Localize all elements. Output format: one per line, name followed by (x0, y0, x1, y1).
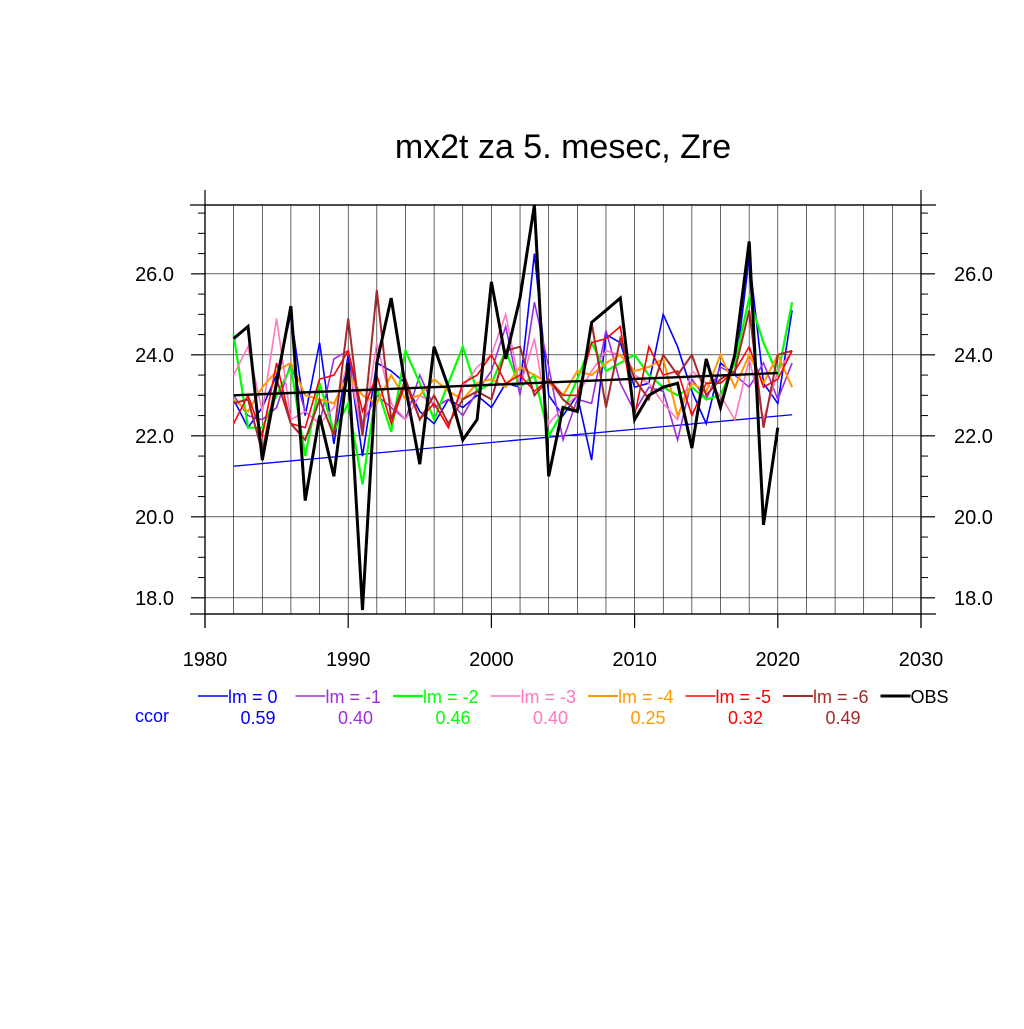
y-tick-label-right: 22.0 (954, 426, 993, 448)
legend-label-7: OBS (911, 687, 949, 707)
x-tick-label: 2000 (469, 649, 514, 671)
series-line-6 (233, 289, 793, 453)
chart-title: mx2t za 5. mesec, Zre (395, 128, 731, 166)
ccor-value-4: 0.25 (630, 708, 665, 728)
y-tick-label-left: 24.0 (135, 345, 174, 367)
series-line-7 (232, 204, 780, 611)
series-layer (232, 204, 794, 611)
x-tick-label: 1990 (326, 649, 371, 671)
y-tick-label-right: 20.0 (954, 507, 993, 529)
x-tick-label: 1980 (183, 649, 228, 671)
series-line-4 (232, 352, 794, 419)
y-tick-label-right: 26.0 (954, 264, 993, 286)
trend-line-0 (233, 414, 793, 467)
ccor-value-2: 0.46 (435, 708, 470, 728)
x-tick-label: 2020 (756, 649, 801, 671)
ccor-value-1: 0.40 (338, 708, 373, 728)
ccor-value-3: 0.40 (533, 708, 568, 728)
series-line-5 (232, 324, 793, 439)
ccor-label: ccor (135, 706, 169, 726)
legend-label-6: lm = -6 (813, 687, 869, 707)
trend-line-7 (233, 371, 778, 397)
legend-label-4: lm = -4 (618, 687, 674, 707)
x-tick-label: 2030 (899, 649, 944, 671)
y-tick-label-right: 24.0 (954, 345, 993, 367)
legend-label-5: lm = -5 (716, 687, 772, 707)
legend-label-3: lm = -3 (521, 687, 577, 707)
x-tick-label: 2010 (612, 649, 657, 671)
y-tick-label-left: 18.0 (135, 588, 174, 610)
legend-label-1: lm = -1 (326, 687, 382, 707)
ccor-value-6: 0.49 (825, 708, 860, 728)
y-tick-label-right: 18.0 (954, 588, 993, 610)
y-tick-label-left: 20.0 (135, 507, 174, 529)
series-line-2 (232, 293, 794, 485)
ccor-value-5: 0.32 (728, 708, 763, 728)
y-tick-label-left: 22.0 (135, 426, 174, 448)
legend-label-0: lm = 0 (228, 687, 278, 707)
legend-label-2: lm = -2 (423, 687, 479, 707)
y-tick-label-left: 26.0 (135, 264, 174, 286)
ccor-value-0: 0.59 (240, 708, 275, 728)
axes-layer: 1980 1990 2000 2010 2020 2030 18.0 18.0 20.0 20.0… (135, 190, 993, 671)
